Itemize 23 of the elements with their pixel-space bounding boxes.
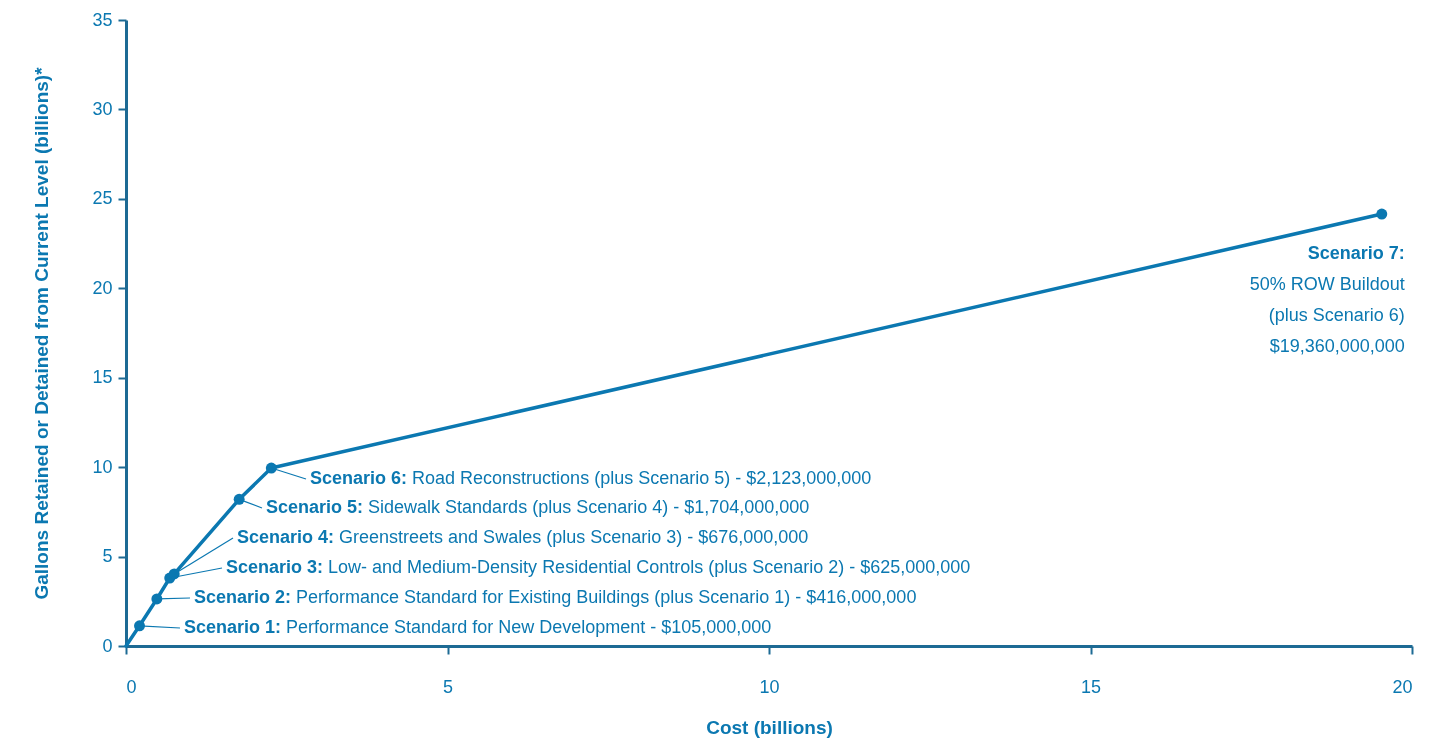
y-tick-label: 35	[92, 9, 113, 30]
annotation: Scenario 4: Greenstreets and Swales (plus Scenario 3) - $676,000,000	[237, 527, 809, 547]
x-tick-label: 10	[759, 676, 780, 697]
x-tick-label: 0	[126, 676, 137, 697]
y-axis-title: Gallons Retained or Detained from Current Level (billions)*	[31, 66, 53, 600]
y-tick-label: 10	[92, 456, 113, 477]
x-tick-label: 15	[1080, 676, 1102, 697]
x-axis-title: Cost (billions)	[706, 716, 833, 738]
annotation: Scenario 1: Performance Standard for New Development - $105,000,000	[184, 617, 772, 637]
y-tick-label: 25	[92, 188, 113, 209]
annotation: Scenario 7: 50% ROW Buildout (plus Scenario 6) $19,360,000,000	[1249, 243, 1405, 357]
annotation: Scenario 2: Performance Standard for Existing Buildings (plus Scenario 1) - $416,000,000	[194, 587, 917, 607]
x-tick-label: 20	[1392, 676, 1413, 697]
y-tick-label: 5	[102, 546, 113, 567]
annotation: Scenario 6: Road Reconstructions (plus Scenario 5) - $2,123,000,000	[310, 468, 872, 488]
annotation: Scenario 5: Sidewalk Standards (plus Scenario 4) - $1,704,000,000	[266, 497, 810, 517]
y-tick-label: 30	[92, 98, 113, 119]
y-tick-label: 15	[92, 367, 113, 388]
annotation: Scenario 3: Low- and Medium-Density Residential Controls (plus Scenario 2) - $625,000,000	[226, 557, 971, 577]
y-tick-label: 0	[102, 635, 113, 656]
x-tick-label: 5	[442, 676, 454, 697]
y-tick-label: 20	[92, 277, 113, 298]
point	[1376, 208, 1388, 220]
